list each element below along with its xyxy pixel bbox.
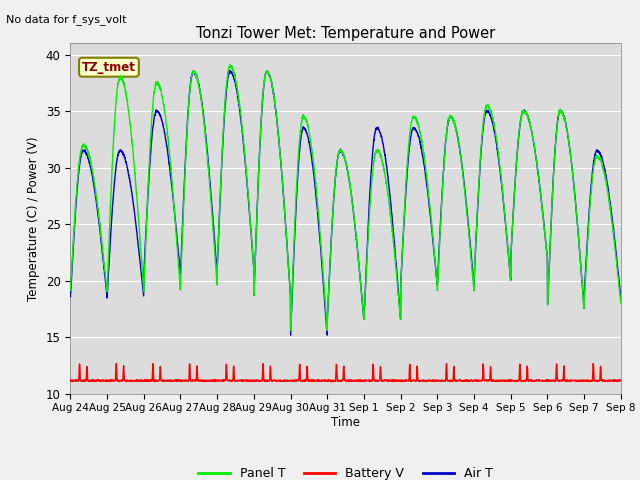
Panel T	[226, 62, 234, 68]
Panel T	[301, 116, 309, 122]
Battery V	[330, 379, 337, 384]
Battery V	[589, 360, 597, 366]
Air T	[607, 202, 614, 207]
Legend: Panel T, Battery V, Air T: Panel T, Battery V, Air T	[193, 462, 498, 480]
Air T	[302, 128, 310, 133]
Panel T	[129, 151, 137, 157]
Line: Panel T: Panel T	[70, 65, 621, 330]
Battery V	[162, 377, 170, 383]
Panel T	[67, 288, 74, 293]
Panel T	[617, 300, 625, 306]
Battery V	[67, 377, 74, 383]
Battery V	[547, 378, 555, 384]
Battery V	[617, 377, 625, 383]
Panel T	[278, 171, 285, 177]
Text: No data for f_sys_volt: No data for f_sys_volt	[6, 14, 127, 25]
Battery V	[607, 378, 614, 384]
Battery V	[301, 378, 309, 384]
Line: Air T: Air T	[70, 71, 621, 335]
Air T	[547, 221, 555, 227]
Title: Tonzi Tower Met: Temperature and Power: Tonzi Tower Met: Temperature and Power	[196, 25, 495, 41]
Y-axis label: Temperature (C) / Power (V): Temperature (C) / Power (V)	[28, 136, 40, 300]
Panel T	[607, 206, 614, 212]
Air T	[67, 294, 74, 300]
Panel T	[162, 117, 170, 123]
Battery V	[129, 378, 137, 384]
Panel T	[323, 327, 331, 333]
Air T	[162, 137, 170, 143]
Text: TZ_tmet: TZ_tmet	[82, 61, 136, 74]
Line: Battery V: Battery V	[70, 363, 621, 382]
X-axis label: Time: Time	[331, 416, 360, 429]
Battery V	[278, 378, 285, 384]
Air T	[129, 200, 137, 206]
Panel T	[547, 220, 555, 226]
Air T	[226, 68, 234, 73]
Air T	[287, 332, 294, 338]
Air T	[617, 295, 625, 300]
Air T	[278, 168, 285, 174]
